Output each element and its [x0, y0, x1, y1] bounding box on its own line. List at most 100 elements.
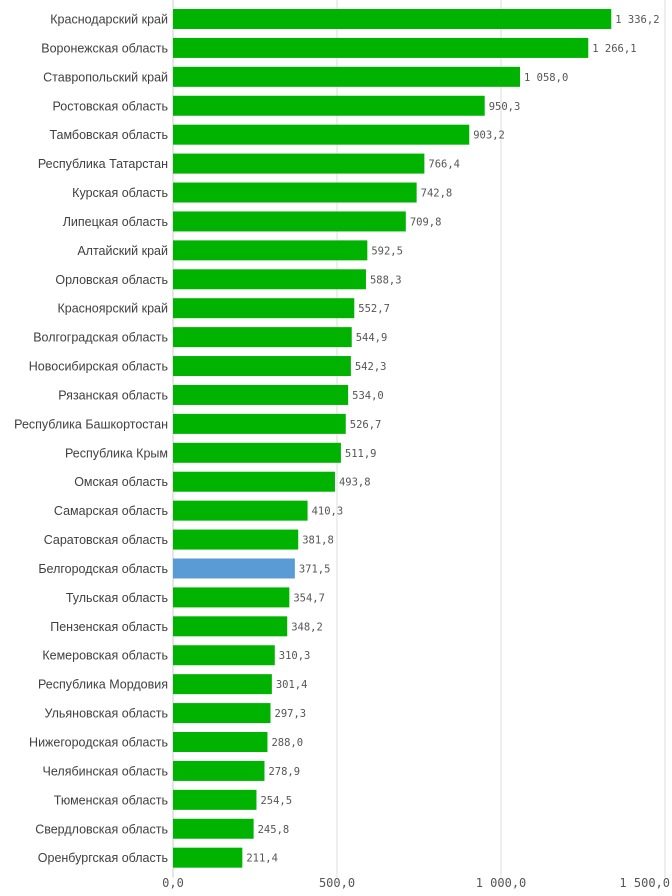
category-label: Республика Мордовия [38, 678, 168, 692]
category-label: Курская область [72, 186, 168, 200]
value-label: 301,4 [276, 679, 308, 691]
value-label: 950,3 [489, 101, 521, 113]
value-label: 410,3 [312, 506, 344, 518]
bar [173, 529, 299, 550]
category-label: Белгородская область [38, 562, 168, 576]
value-label: 254,5 [260, 795, 292, 807]
bar [173, 327, 352, 348]
bar [173, 587, 290, 608]
value-label: 1 058,0 [524, 72, 568, 84]
value-label: 245,8 [258, 824, 290, 836]
category-label: Красноярский край [57, 302, 168, 316]
category-label: Самарская область [54, 504, 168, 518]
bar [173, 95, 485, 116]
bar [173, 356, 351, 377]
category-label: Тюменская область [54, 793, 168, 807]
value-label: 588,3 [370, 274, 402, 286]
category-label: Свердловская область [35, 822, 168, 836]
bar [173, 413, 346, 434]
value-label: 278,9 [268, 766, 300, 778]
bar [173, 645, 275, 666]
category-label: Ставропольский край [43, 70, 168, 84]
bar [173, 732, 268, 752]
category-label: Оренбургская область [38, 851, 168, 865]
x-axis-ticks: 0,0 500,0 1 000,0 1 500,0 [162, 876, 670, 890]
category-label: Новосибирская область [29, 360, 168, 374]
x-tick-label: 1 500,0 [619, 876, 670, 890]
x-tick-label: 0,0 [162, 876, 184, 890]
category-labels: Краснодарский край Воронежская область Ста… [14, 13, 168, 866]
value-label: 903,2 [473, 130, 505, 142]
value-label: 526,7 [350, 419, 382, 431]
value-label: 1 266,1 [592, 43, 636, 55]
category-label: Краснодарский край [50, 13, 168, 27]
x-tick-label: 500,0 [319, 876, 355, 890]
value-label: 511,9 [345, 448, 377, 460]
value-label: 544,9 [356, 332, 388, 344]
bar [173, 760, 265, 781]
bar [173, 153, 425, 174]
bar [173, 500, 308, 521]
value-label: 592,5 [371, 245, 403, 257]
bar [173, 182, 417, 203]
category-label: Республика Крым [65, 446, 168, 460]
bar [173, 616, 288, 637]
value-label: 211,4 [246, 853, 278, 865]
bar [173, 124, 470, 145]
bar [173, 789, 257, 810]
value-label: 348,2 [291, 621, 323, 633]
bar [173, 471, 335, 492]
bar [173, 240, 368, 261]
value-label: 742,8 [421, 188, 453, 200]
bar [173, 298, 355, 319]
category-label: Ростовская область [53, 99, 169, 113]
grid-lines [172, 0, 666, 878]
category-label: Волгоградская область [33, 331, 168, 345]
bar [173, 269, 366, 290]
value-label: 310,3 [279, 650, 311, 662]
category-label: Омская область [74, 475, 168, 489]
bar [173, 442, 341, 463]
value-label: 354,7 [293, 592, 325, 604]
bars [173, 9, 612, 868]
category-label: Алтайский край [77, 244, 168, 258]
category-label: Республика Татарстан [38, 157, 168, 171]
value-label: 542,3 [355, 361, 387, 373]
category-label: Тульская область [66, 591, 168, 605]
bar [173, 211, 406, 232]
value-label: 552,7 [358, 303, 390, 315]
value-label: 534,0 [352, 390, 384, 402]
category-label: Челябинская область [43, 764, 168, 778]
value-label: 766,4 [428, 159, 460, 171]
bar [173, 384, 349, 405]
category-label: Воронежская область [41, 41, 168, 55]
value-label: 493,8 [339, 477, 371, 489]
bar [173, 37, 589, 58]
bar [173, 558, 295, 579]
bar [173, 847, 243, 868]
category-label: Пензенская область [50, 620, 168, 634]
category-label: Саратовская область [44, 533, 168, 547]
category-label: Кемеровская область [42, 649, 168, 663]
bar [173, 703, 271, 724]
value-label: 1 336,2 [615, 14, 659, 26]
value-label: 297,3 [275, 708, 307, 720]
category-label: Орловская область [55, 273, 168, 287]
bar [173, 674, 272, 695]
bar [173, 818, 254, 839]
category-label: Республика Башкортостан [14, 417, 168, 431]
category-label: Тамбовская область [49, 128, 168, 142]
bar [173, 66, 521, 87]
bar [173, 9, 612, 29]
category-label: Липецкая область [63, 215, 168, 229]
category-label: Рязанская область [58, 388, 168, 402]
value-label: 371,5 [299, 563, 331, 575]
value-label: 288,0 [271, 737, 303, 749]
value-labels: 1 336,2 1 266,1 1 058,0 950,3 903,2 766,4 742,… [246, 14, 659, 865]
x-tick-label: 1 000,0 [476, 876, 527, 890]
value-label: 709,8 [410, 216, 442, 228]
value-label: 381,8 [302, 535, 334, 547]
category-label: Ульяновская область [44, 707, 168, 721]
category-label: Нижегородская область [29, 736, 168, 750]
